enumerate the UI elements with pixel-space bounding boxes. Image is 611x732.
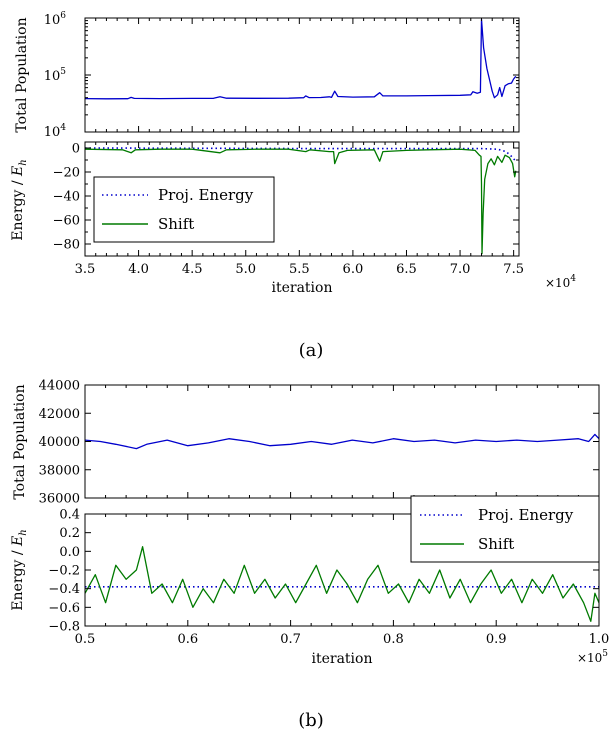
panel-a-energy-ytick-labels: 0 −20 −40 −60 −80: [53, 142, 80, 253]
panel-b-energy-series-layer: [85, 546, 599, 622]
panel-b-legend: Proj. Energy Shift: [410, 495, 600, 563]
y-tick-label: −0.2: [48, 564, 80, 579]
panel-a-energy-series-layer: [85, 147, 517, 255]
x-tick-label: 4.5: [182, 262, 203, 277]
x-tick-label: 0.5: [75, 632, 96, 647]
y-tick-label: 0.2: [59, 526, 80, 541]
x-tick-label: 7.5: [503, 262, 524, 277]
panel-a-pop-ytick-label: 106: [44, 11, 67, 28]
panel-a-population-subplot: 104 105 106 Total Population: [14, 11, 520, 140]
y-tick-label: −0.4: [48, 582, 80, 597]
panel-b-pop-ytick-labels: 36000 38000 40000 42000 44000: [39, 379, 80, 507]
panel-b-pop-population-line: [85, 433, 599, 450]
y-tick-label: 36000: [39, 492, 80, 507]
panel-b: 36000 38000 40000 42000 44000 Total Populati…: [10, 379, 609, 732]
panel-b-x-multiplier: ×105: [577, 649, 608, 665]
panel-b-pop-series-layer: [85, 433, 599, 450]
panel-a-x-multiplier: ×104: [545, 274, 576, 290]
panel-a-legend-box: [93, 176, 275, 243]
panel-b-energy-ytick-labels: 0.4 0.2 0.0 −0.2 −0.4 −0.6 −0.8: [48, 508, 80, 635]
x-tick-label: 5.0: [235, 262, 256, 277]
x-tick-label: 0.6: [177, 632, 198, 647]
x-tick-label: 1.0: [589, 632, 610, 647]
panel-b-legend-shift-label: Shift: [478, 535, 514, 553]
panel-a-legend-shift-label: Shift: [158, 215, 194, 233]
panel-a-pop-ticks: [84, 17, 519, 133]
panel-a-pop-series-layer: [85, 18, 517, 100]
panel-b-caption: (b): [298, 710, 324, 731]
panel-b-energy-subplot: 0.40.20.0−0.2−0.4−0.6−0.8 0.5 0.6 0.7 0.8 0.…: [10, 495, 610, 667]
panel-a-energy-axes-frame: [84, 141, 520, 257]
y-tick-label: 0.4: [59, 508, 80, 523]
x-tick-label: 3.5: [75, 262, 96, 277]
y-tick-label: −80: [53, 238, 80, 253]
panel-a-legend: Proj. Energy Shift: [93, 176, 275, 243]
x-tick-label: 0.9: [486, 632, 507, 647]
y-tick-label: 38000: [39, 463, 80, 478]
panel-b-xlabel: iteration: [312, 651, 373, 667]
panel-a-pop-ylabel: Total Population: [14, 17, 30, 132]
x-tick-label: 5.5: [289, 262, 310, 277]
panel-a-energy-shift-line: [85, 148, 517, 255]
panel-a-caption: (a): [299, 340, 324, 361]
panel-b-legend-proj-label: Proj. Energy: [478, 506, 574, 524]
panel-a-pop-ytick-label: 104: [44, 123, 67, 140]
panel-b-population-subplot: 36000 38000 40000 42000 44000 Total Populati…: [12, 379, 600, 507]
panel-a-legend-proj-label: Proj. Energy: [158, 186, 254, 204]
x-tick-label: 0.8: [383, 632, 404, 647]
panel-a-pop-axes-frame: [84, 17, 520, 133]
y-tick-label: 40000: [39, 435, 80, 450]
panel-a-energy-ticks: [84, 142, 519, 256]
panel-b-energy-ylabel: Energy / Eh: [10, 529, 29, 610]
panel-a-pop-ytick-label: 105: [44, 67, 67, 84]
x-tick-label: 7.0: [450, 262, 471, 277]
y-tick-label: 0: [72, 142, 80, 157]
panel-b-legend-box: [410, 495, 600, 563]
y-tick-label: −0.8: [48, 620, 80, 635]
panel-a-energy-ylabel: Energy / Eh: [10, 159, 29, 240]
y-tick-label: −0.6: [48, 601, 80, 616]
y-tick-label: 44000: [39, 379, 80, 394]
y-tick-label: 0.0: [59, 545, 80, 560]
panel-b-pop-ylabel: Total Population: [12, 384, 28, 499]
panel-a-energy-subplot: 0 −20 −40 −60 −80 3.5 4.0 4.5 5.0 5.5 6.0 6.5 7.0 7.…: [10, 141, 576, 296]
panel-a-pop-population-line: [85, 18, 517, 100]
y-tick-label: −20: [53, 166, 80, 181]
panel-a-xlabel: iteration: [272, 280, 333, 296]
panel-b-xtick-labels: 0.5 0.6 0.7 0.8 0.9 1.0: [75, 632, 610, 647]
x-tick-label: 4.0: [128, 262, 149, 277]
y-tick-label: −40: [53, 190, 80, 205]
x-tick-label: 6.0: [343, 262, 364, 277]
panel-a: 104 105 106 Total Population 0 −20 −40 −60 −…: [10, 11, 576, 361]
panel-a-xtick-labels: 3.5 4.0 4.5 5.0 5.5 6.0 6.5 7.0 7.5: [75, 262, 524, 277]
x-tick-label: 6.5: [396, 262, 417, 277]
panel-a-energy-proj-energy-line: [85, 147, 517, 162]
y-tick-label: −60: [53, 214, 80, 229]
panel-b-energy-shift-line: [85, 546, 599, 622]
x-tick-label: 0.7: [280, 632, 301, 647]
y-tick-label: 42000: [39, 407, 80, 422]
